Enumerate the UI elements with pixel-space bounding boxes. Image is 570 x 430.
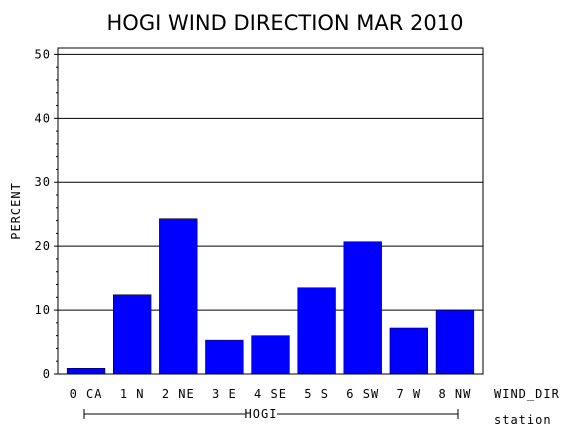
grid-lines: [58, 53, 483, 311]
bar: [435, 309, 475, 375]
group-bracket: [83, 406, 459, 422]
y-tick-label: 40: [35, 111, 51, 125]
y-axis-label: PERCENT: [9, 182, 23, 240]
y-axis: 0 10 20 30 40 50: [35, 47, 58, 381]
x-tick-label: 2 NE: [162, 387, 195, 401]
group-axis-label: station: [494, 413, 552, 427]
bar: [343, 241, 382, 375]
y-tick-label: 50: [35, 47, 51, 61]
y-tick-label: 30: [35, 175, 51, 189]
bars: [66, 218, 475, 375]
x-tick-label: 8 NW: [438, 387, 471, 401]
bar: [251, 335, 290, 375]
x-tick-label: 7 W: [396, 387, 421, 401]
bar: [297, 287, 336, 375]
bar: [113, 294, 152, 375]
group-label: HOGI: [245, 407, 278, 421]
y-tick-label: 10: [35, 303, 51, 317]
x-axis-label: WIND_DIR: [494, 387, 560, 401]
x-tick-label: 0 CA: [70, 387, 103, 401]
bar: [159, 218, 198, 375]
x-tick-label: 5 S: [304, 387, 329, 401]
bar: [389, 327, 428, 375]
bar: [66, 367, 106, 375]
y-tick-label: 20: [35, 239, 51, 253]
x-tick-label: 6 SW: [346, 387, 379, 401]
y-tick-label: 0: [43, 367, 51, 381]
x-axis: 0 CA 1 N 2 NE 3 E 4 SE 5 S 6 SW 7 W 8 NW: [70, 387, 471, 401]
plot-frame: [57, 47, 484, 375]
x-tick-label: 3 E: [212, 387, 237, 401]
bar: [205, 339, 244, 375]
x-tick-label: 4 SE: [254, 387, 287, 401]
x-tick-label: 1 N: [120, 387, 145, 401]
chart-title: HOGI WIND DIRECTION MAR 2010: [107, 11, 464, 35]
